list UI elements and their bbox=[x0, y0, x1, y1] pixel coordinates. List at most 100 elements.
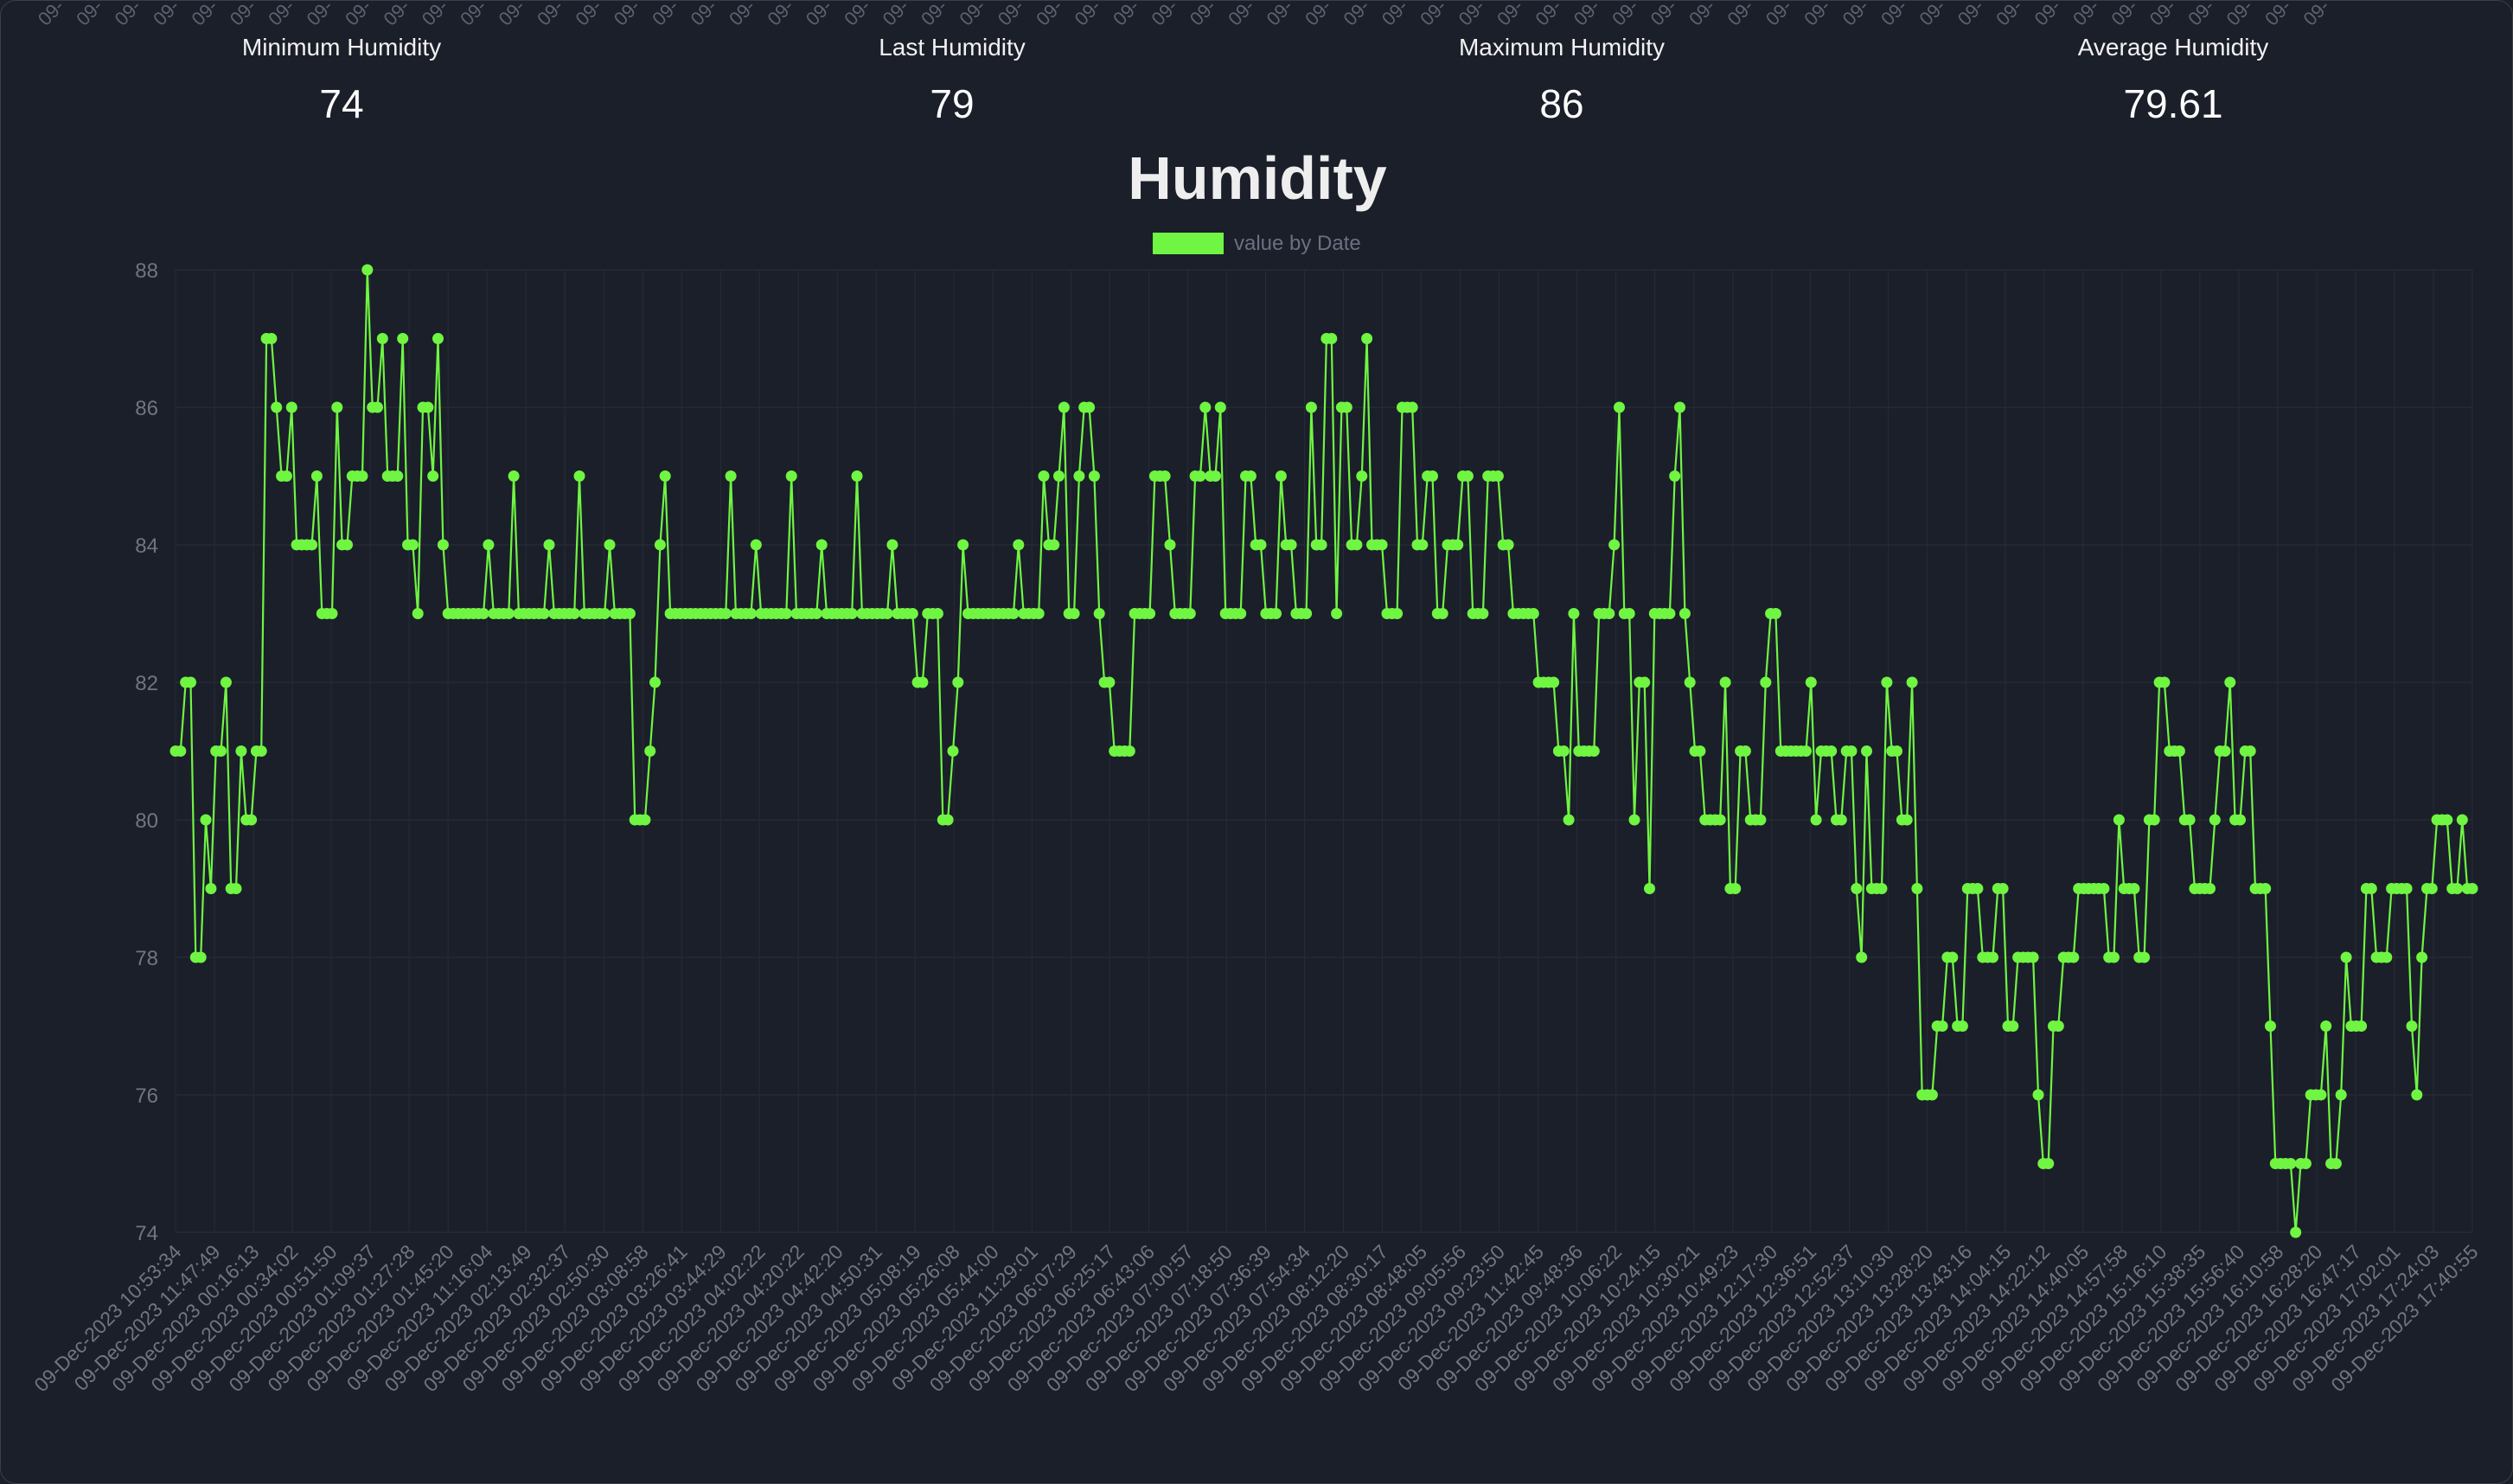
data-point[interactable] bbox=[1835, 814, 1847, 826]
data-point[interactable] bbox=[1588, 745, 1600, 757]
data-point[interactable] bbox=[306, 539, 318, 551]
data-point[interactable] bbox=[1810, 814, 1822, 826]
data-point[interactable] bbox=[881, 608, 893, 619]
data-point[interactable] bbox=[2340, 951, 2352, 963]
data-point[interactable] bbox=[1926, 1089, 1938, 1101]
data-point[interactable] bbox=[1144, 608, 1156, 619]
data-point[interactable] bbox=[1048, 539, 1060, 551]
data-point[interactable] bbox=[2456, 814, 2468, 826]
data-point[interactable] bbox=[1527, 608, 1539, 619]
data-point[interactable] bbox=[2224, 676, 2236, 688]
data-point[interactable] bbox=[2441, 814, 2453, 826]
data-point[interactable] bbox=[1557, 745, 1570, 757]
data-point[interactable] bbox=[1947, 951, 1959, 963]
data-point[interactable] bbox=[1270, 608, 1282, 619]
data-point[interactable] bbox=[2184, 814, 2196, 826]
data-point[interactable] bbox=[1674, 401, 1685, 413]
data-point[interactable] bbox=[2381, 951, 2393, 963]
data-point[interactable] bbox=[1093, 608, 1105, 619]
data-point[interactable] bbox=[1563, 814, 1575, 826]
data-point[interactable] bbox=[846, 608, 858, 619]
data-point[interactable] bbox=[1088, 470, 1100, 482]
data-point[interactable] bbox=[1391, 608, 1404, 619]
data-point[interactable] bbox=[1058, 401, 1070, 413]
data-point[interactable] bbox=[623, 608, 636, 619]
data-point[interactable] bbox=[502, 608, 515, 619]
data-point[interactable] bbox=[397, 333, 409, 344]
data-point[interactable] bbox=[1159, 470, 1171, 482]
data-point[interactable] bbox=[1608, 539, 1621, 551]
data-point[interactable] bbox=[406, 539, 419, 551]
data-point[interactable] bbox=[2244, 745, 2256, 757]
data-point[interactable] bbox=[1548, 676, 1560, 688]
data-point[interactable] bbox=[1038, 470, 1050, 482]
data-point[interactable] bbox=[2128, 883, 2140, 894]
data-point[interactable] bbox=[2356, 1020, 2368, 1032]
data-point[interactable] bbox=[437, 539, 449, 551]
data-point[interactable] bbox=[1628, 814, 1640, 826]
data-point[interactable] bbox=[649, 676, 661, 688]
data-point[interactable] bbox=[271, 401, 283, 413]
data-point[interactable] bbox=[1623, 608, 1635, 619]
data-point[interactable] bbox=[1679, 608, 1691, 619]
data-point[interactable] bbox=[1210, 470, 1221, 482]
data-point[interactable] bbox=[917, 676, 929, 688]
data-point[interactable] bbox=[220, 676, 232, 688]
data-point[interactable] bbox=[1301, 608, 1313, 619]
data-point[interactable] bbox=[598, 608, 611, 619]
data-point[interactable] bbox=[1184, 608, 1196, 619]
data-point[interactable] bbox=[376, 333, 388, 344]
data-point[interactable] bbox=[1760, 676, 1772, 688]
data-point[interactable] bbox=[265, 333, 278, 344]
data-point[interactable] bbox=[2148, 814, 2160, 826]
data-point[interactable] bbox=[483, 539, 495, 551]
data-point[interactable] bbox=[2108, 951, 2120, 963]
data-point[interactable] bbox=[205, 883, 217, 894]
data-point[interactable] bbox=[1331, 608, 1343, 619]
data-point[interactable] bbox=[947, 745, 959, 757]
data-point[interactable] bbox=[356, 470, 368, 482]
data-point[interactable] bbox=[1461, 470, 1474, 482]
data-point[interactable] bbox=[1427, 470, 1438, 482]
data-point[interactable] bbox=[285, 401, 297, 413]
data-point[interactable] bbox=[1911, 883, 1923, 894]
data-point[interactable] bbox=[815, 539, 828, 551]
data-point[interactable] bbox=[851, 470, 863, 482]
data-point[interactable] bbox=[310, 470, 323, 482]
data-point[interactable] bbox=[200, 814, 212, 826]
data-point[interactable] bbox=[1714, 814, 1726, 826]
data-point[interactable] bbox=[1972, 883, 1984, 894]
data-point[interactable] bbox=[1861, 745, 1872, 757]
data-point[interactable] bbox=[2219, 745, 2231, 757]
data-point[interactable] bbox=[2285, 1158, 2297, 1169]
data-point[interactable] bbox=[1769, 608, 1781, 619]
data-point[interactable] bbox=[1805, 676, 1817, 688]
data-point[interactable] bbox=[785, 470, 797, 482]
data-point[interactable] bbox=[1669, 470, 1681, 482]
data-point[interactable] bbox=[1013, 539, 1025, 551]
data-point[interactable] bbox=[2290, 1226, 2302, 1238]
data-point[interactable] bbox=[1285, 539, 1297, 551]
data-point[interactable] bbox=[1194, 470, 1206, 482]
data-point[interactable] bbox=[1356, 470, 1368, 482]
data-point[interactable] bbox=[427, 470, 439, 482]
data-point[interactable] bbox=[2315, 1089, 2327, 1101]
data-point[interactable] bbox=[1406, 401, 1418, 413]
data-point[interactable] bbox=[2052, 1020, 2064, 1032]
data-point[interactable] bbox=[2406, 1020, 2418, 1032]
data-point[interactable] bbox=[2209, 814, 2221, 826]
data-point[interactable] bbox=[568, 608, 580, 619]
data-point[interactable] bbox=[1123, 745, 1135, 757]
data-point[interactable] bbox=[2032, 1089, 2044, 1101]
data-point[interactable] bbox=[1956, 1020, 1968, 1032]
data-point[interactable] bbox=[538, 608, 550, 619]
data-point[interactable] bbox=[1084, 401, 1096, 413]
data-point[interactable] bbox=[654, 539, 666, 551]
data-point[interactable] bbox=[1033, 608, 1045, 619]
data-point[interactable] bbox=[1755, 814, 1767, 826]
data-point[interactable] bbox=[1315, 539, 1327, 551]
data-point[interactable] bbox=[1901, 814, 1913, 826]
data-point[interactable] bbox=[1664, 608, 1676, 619]
data-point[interactable] bbox=[1073, 470, 1085, 482]
data-point[interactable] bbox=[1881, 676, 1893, 688]
